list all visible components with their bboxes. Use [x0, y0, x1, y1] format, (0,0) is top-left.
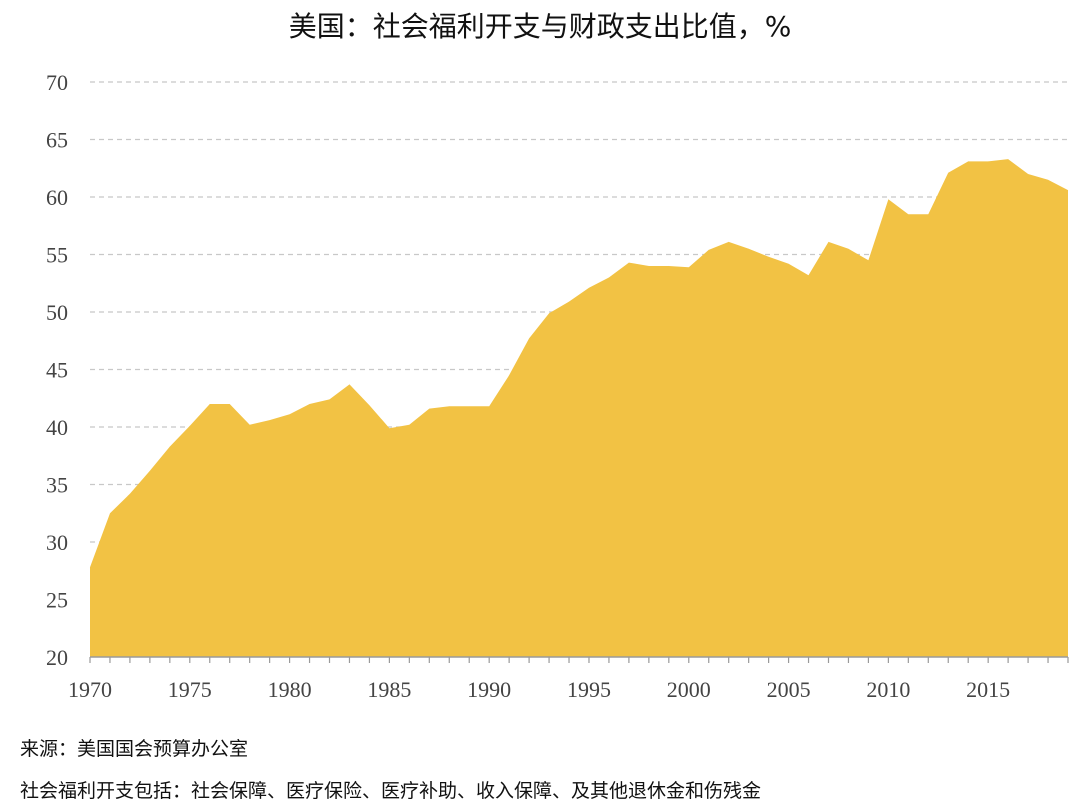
y-tick-label: 30 — [46, 530, 68, 555]
x-tick-label: 1975 — [168, 677, 212, 702]
definition-note: 社会福利开支包括：社会保障、医疗保险、医疗补助、收入保障、及其他退休金和伤残金 — [20, 780, 762, 802]
x-tick-label: 1995 — [567, 677, 611, 702]
y-tick-label: 60 — [46, 185, 68, 210]
y-tick-label: 65 — [46, 128, 68, 153]
area-fill — [90, 159, 1068, 657]
x-tick-labels: 1970 1975 1980 1985 1990 1995 2000 2005 2010 2015 — [68, 677, 1010, 702]
y-tick-label: 20 — [46, 645, 68, 670]
y-tick-label: 35 — [46, 473, 68, 498]
x-tick-label: 2015 — [966, 677, 1010, 702]
y-tick-label: 70 — [46, 70, 68, 95]
chart-title: 美国：社会福利开支与财政支出比值，% — [288, 10, 792, 43]
x-tick-label: 1970 — [68, 677, 112, 702]
area-series — [89, 159, 1069, 657]
x-tick-label: 2010 — [866, 677, 910, 702]
x-axis — [89, 656, 1069, 663]
y-tick-label: 25 — [46, 588, 68, 613]
y-tick-labels: 20 25 30 35 40 45 50 55 60 65 70 — [46, 70, 68, 670]
x-tick-label: 2000 — [667, 677, 711, 702]
y-tick-label: 50 — [46, 300, 68, 325]
y-tick-label: 55 — [46, 243, 68, 268]
y-tick-label: 40 — [46, 415, 68, 440]
x-tick-label: 2005 — [767, 677, 811, 702]
x-tick-label: 1985 — [367, 677, 411, 702]
x-tick-label: 1990 — [467, 677, 511, 702]
y-tick-label: 45 — [46, 358, 68, 383]
source-note: 来源：美国国会预算办公室 — [20, 738, 249, 760]
x-tick-label: 1980 — [268, 677, 312, 702]
